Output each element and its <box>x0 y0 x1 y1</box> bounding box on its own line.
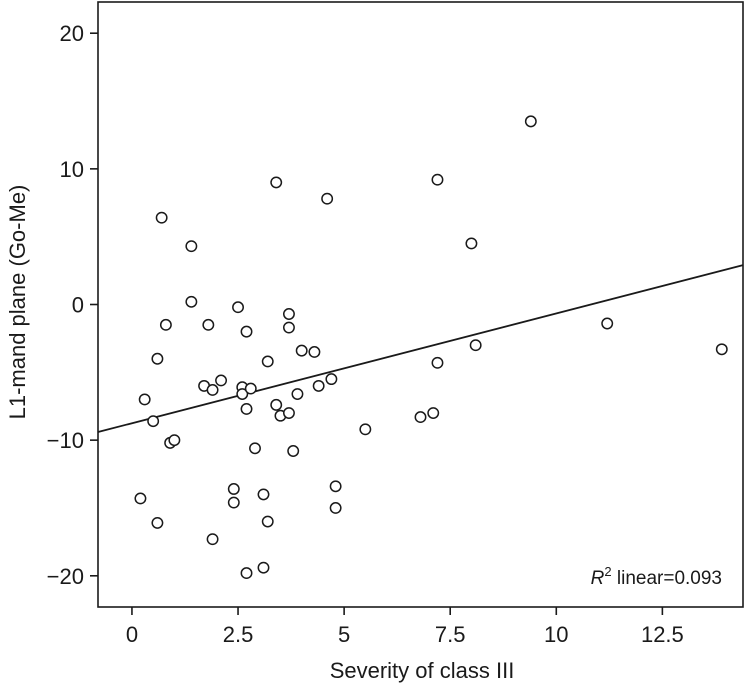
data-points <box>134 115 728 580</box>
data-point <box>715 343 728 356</box>
data-point <box>601 317 614 330</box>
data-point <box>244 382 257 395</box>
data-point <box>227 483 240 495</box>
data-point <box>147 415 160 428</box>
r-superscript: 2 <box>604 564 611 579</box>
data-point <box>257 561 270 574</box>
data-point <box>312 379 325 392</box>
x-tick-label: 5 <box>338 622 350 647</box>
x-axis-label: Severity of class III <box>330 658 515 683</box>
data-point <box>185 295 198 308</box>
data-point <box>159 318 172 331</box>
data-point <box>469 339 482 352</box>
data-point <box>215 374 228 387</box>
data-point <box>206 384 219 396</box>
regression-line <box>97 264 744 433</box>
data-point <box>308 346 321 358</box>
data-point <box>138 393 151 406</box>
regression-line-layer <box>97 264 744 433</box>
data-point <box>261 355 274 368</box>
data-point <box>283 407 295 419</box>
data-point <box>325 373 338 386</box>
data-point <box>155 211 168 224</box>
x-tick-label: 10 <box>544 622 568 647</box>
x-tick-label: 12.5 <box>641 622 684 647</box>
data-point <box>202 318 215 331</box>
data-point <box>283 308 295 320</box>
r-squared-value: linear=0.093 <box>612 568 722 589</box>
r-symbol: R <box>591 568 605 589</box>
x-tick-label: 2.5 <box>223 622 254 647</box>
data-point <box>414 411 427 424</box>
y-tick-label: 0 <box>72 293 84 318</box>
data-point <box>240 403 253 415</box>
data-point <box>359 423 372 436</box>
y-tick-label: −10 <box>47 428 84 453</box>
data-point <box>236 388 249 400</box>
y-tick-label: −20 <box>47 564 84 589</box>
data-point <box>168 434 181 447</box>
x-tick-label: 7.5 <box>435 622 466 647</box>
data-point <box>134 492 147 505</box>
data-point <box>295 344 308 357</box>
data-point <box>283 321 295 334</box>
y-tick-label: 10 <box>60 157 84 182</box>
data-point <box>270 398 283 411</box>
data-point <box>232 301 244 314</box>
data-point <box>185 240 198 253</box>
data-point <box>427 407 440 419</box>
data-point <box>431 173 444 186</box>
data-point <box>465 237 478 250</box>
axis-ticks: 0 2.5 5 7.5 10 12.5 −20 −10 0 10 20 <box>47 21 684 647</box>
data-point <box>524 115 537 128</box>
data-point <box>287 445 300 457</box>
x-tick-label: 0 <box>126 622 138 647</box>
data-point <box>249 442 261 455</box>
data-point <box>321 192 334 205</box>
data-point <box>431 356 444 369</box>
data-point <box>261 515 274 528</box>
y-axis-label: L1-mand plane (Go-Me) <box>5 185 30 420</box>
data-point <box>257 488 270 501</box>
data-point <box>329 502 342 514</box>
data-point <box>151 516 164 529</box>
data-point <box>240 325 253 338</box>
y-tick-label: 20 <box>60 21 84 46</box>
r-squared-annotation: R2 linear=0.093 <box>591 564 722 589</box>
data-point <box>151 352 164 365</box>
data-point <box>206 533 219 546</box>
data-point <box>291 388 304 400</box>
data-point <box>329 480 342 493</box>
data-point <box>240 567 253 580</box>
data-point <box>227 496 240 509</box>
data-point <box>270 176 283 189</box>
